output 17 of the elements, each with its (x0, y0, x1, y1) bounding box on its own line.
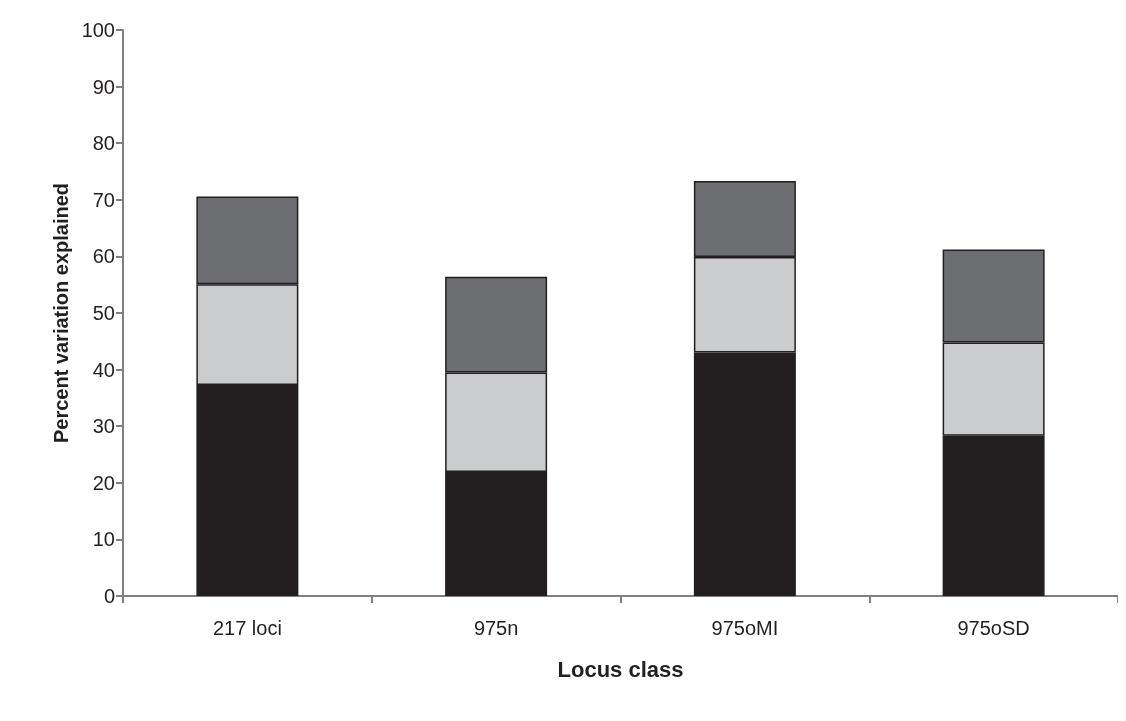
y-axis-title: Percent variation explained (49, 182, 72, 444)
y-tick-label: 40 (92, 358, 115, 381)
y-tick-label: 20 (92, 471, 115, 494)
y-tick-label: 100 (81, 19, 115, 41)
x-axis-title: Locus class (557, 656, 684, 682)
y-tick-label: 70 (92, 188, 115, 211)
y-tick-label: 10 (92, 528, 115, 551)
x-tick-label: 975oSD (957, 617, 1030, 639)
x-tick-label: 975oMI (711, 617, 779, 639)
y-tick-label: 90 (92, 75, 115, 98)
y-tick-label: 80 (92, 132, 115, 155)
y-tick-label: 0 (103, 585, 115, 607)
y-tick-label: 60 (92, 245, 115, 268)
x-tick-label: 975n (473, 617, 519, 639)
y-tick-label: 30 (92, 415, 115, 438)
y-tick-label: 50 (92, 302, 115, 324)
x-tick-label: 217 loci (212, 617, 282, 639)
